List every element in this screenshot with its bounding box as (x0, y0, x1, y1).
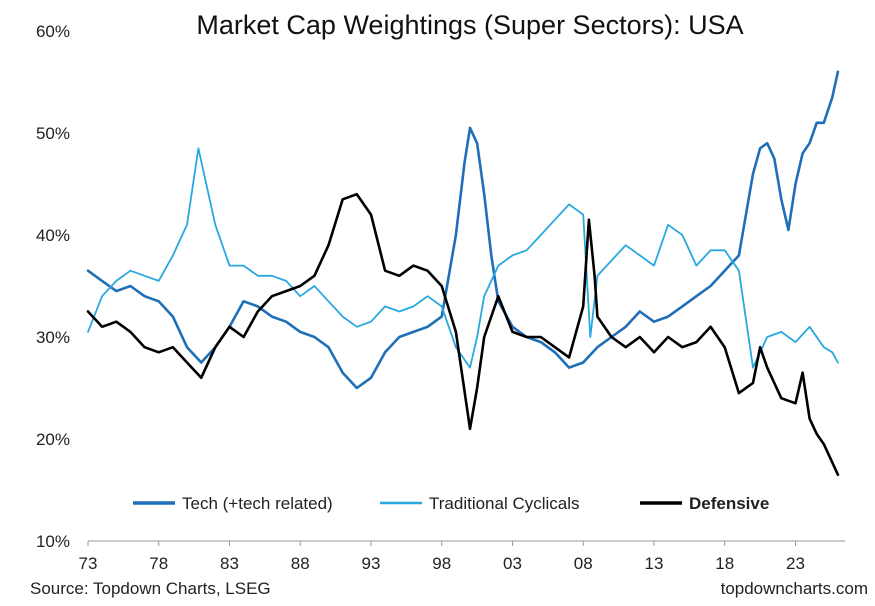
y-tick-label: 10% (36, 532, 70, 551)
series-line-3 (86, 192, 840, 477)
series-layer (86, 70, 840, 477)
x-tick-label: 23 (786, 554, 805, 573)
legend-label: Tech (+tech related) (182, 494, 333, 513)
series-line-1 (86, 70, 840, 390)
y-tick-label: 30% (36, 328, 70, 347)
x-tick-label: 83 (220, 554, 239, 573)
x-tick-label: 13 (645, 554, 664, 573)
legend: Tech (+tech related) Traditional Cyclical… (122, 487, 792, 517)
watermark: topdowncharts.com (721, 579, 868, 598)
x-axis: 73 78 83 88 93 98 03 08 13 18 23 (79, 540, 845, 573)
y-tick-label: 60% (36, 22, 70, 41)
x-tick-label: 88 (291, 554, 310, 573)
y-tick-label: 20% (36, 430, 70, 449)
chart-title: Market Cap Weightings (Super Sectors): U… (196, 10, 743, 40)
x-tick-label: 18 (715, 554, 734, 573)
legend-label: Defensive (689, 494, 769, 513)
legend-label: Traditional Cyclicals (429, 494, 580, 513)
series-line-2 (87, 147, 839, 369)
source-note: Source: Topdown Charts, LSEG (30, 579, 271, 598)
y-axis: 10% 20% 30% 40% 50% 60% (36, 22, 70, 551)
x-tick-label: 93 (362, 554, 381, 573)
x-tick-label: 03 (503, 554, 522, 573)
x-tick-label: 98 (432, 554, 451, 573)
x-tick-label: 08 (574, 554, 593, 573)
x-tick-label: 78 (149, 554, 168, 573)
y-tick-label: 40% (36, 226, 70, 245)
x-tick-label: 73 (79, 554, 98, 573)
y-tick-label: 50% (36, 124, 70, 143)
